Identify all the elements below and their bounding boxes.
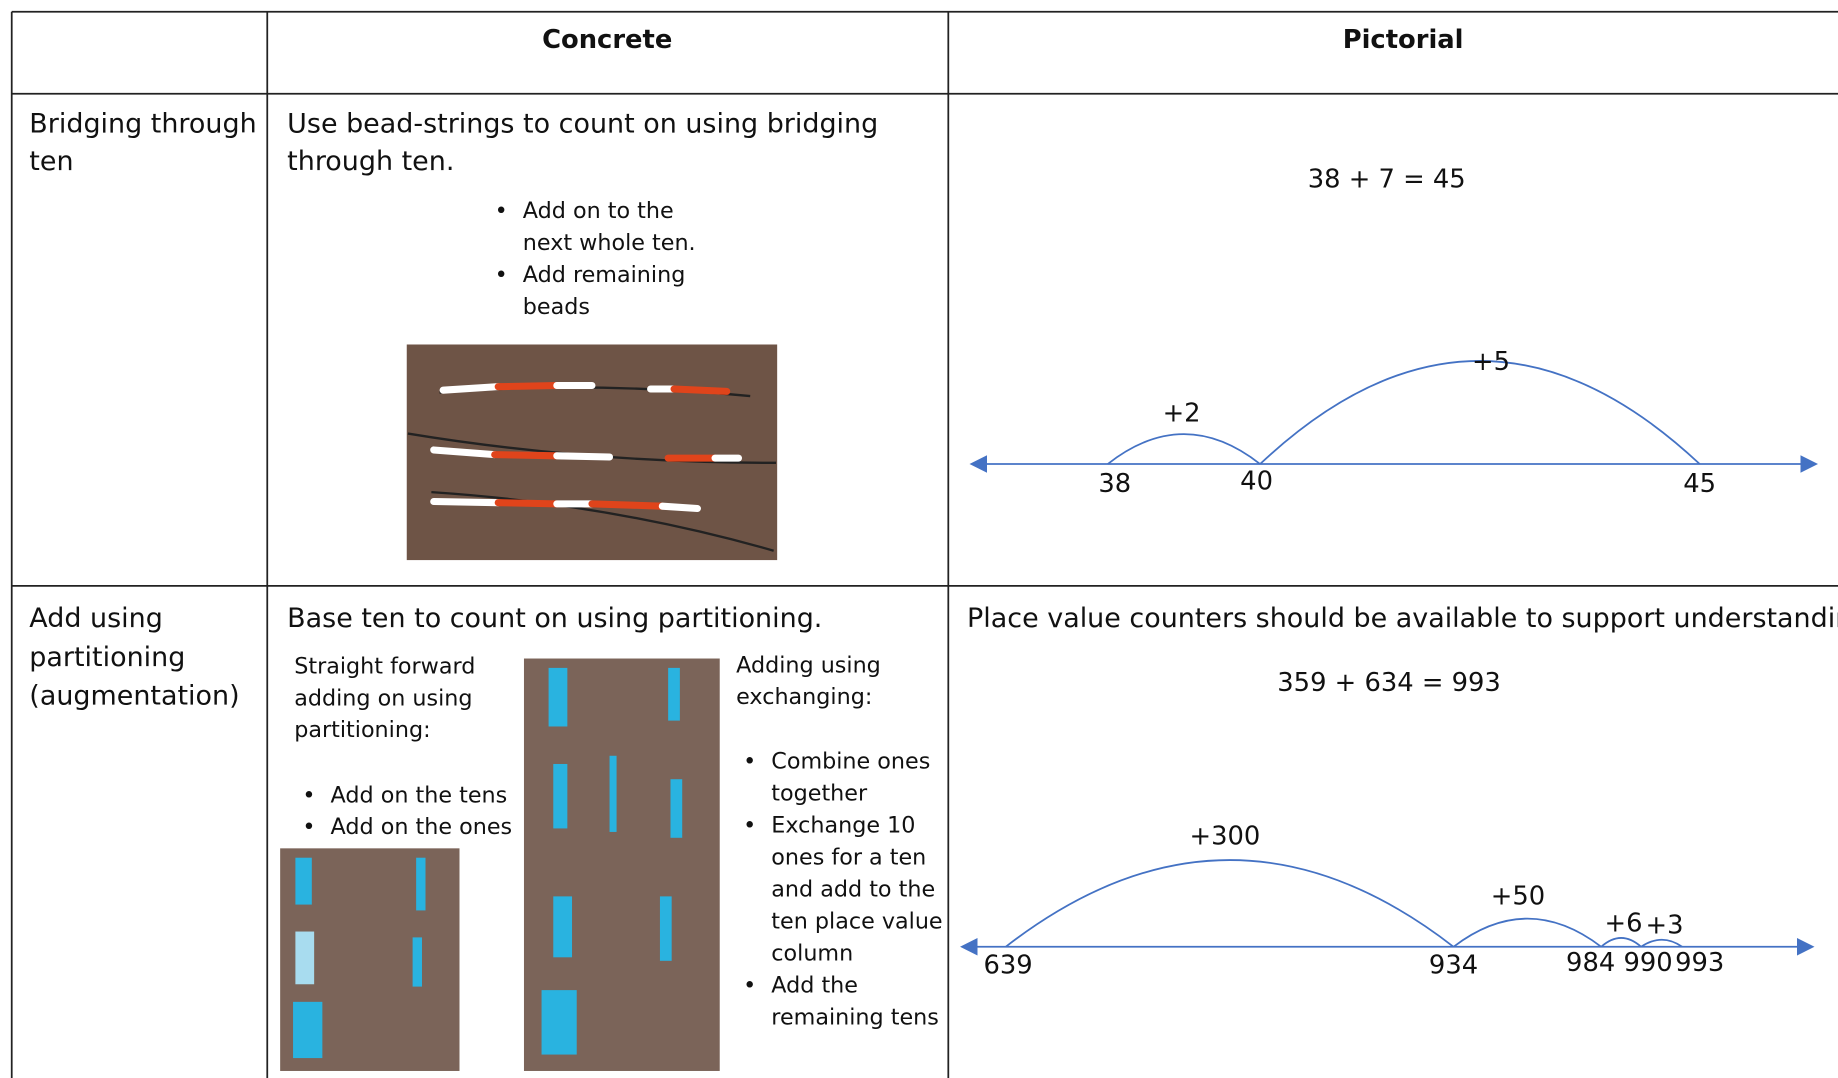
jump-label: +50 bbox=[1491, 881, 1545, 911]
bullet: • bbox=[743, 749, 756, 775]
number-label: 990 bbox=[1624, 948, 1673, 978]
jump-label: +2 bbox=[1163, 399, 1201, 429]
bullet-text: ten place value bbox=[771, 909, 942, 935]
number-label: 984 bbox=[1566, 948, 1615, 978]
bullet: • bbox=[495, 198, 508, 224]
bullet-text: remaining tens bbox=[771, 1005, 939, 1031]
bullet-text: Add on the tens bbox=[331, 783, 508, 809]
pictorial-note: Place value counters should be available… bbox=[967, 603, 1838, 634]
concrete-text: Use bead-strings to count on using bridg… bbox=[287, 109, 878, 140]
jump-label: +5 bbox=[1472, 347, 1510, 377]
number-lines bbox=[964, 361, 1815, 947]
bullet-text: Add on to the bbox=[523, 198, 674, 224]
bullet-text: Exchange 10 bbox=[771, 813, 915, 839]
number-label: 993 bbox=[1675, 948, 1724, 978]
jump-label: +6 bbox=[1604, 908, 1642, 938]
concrete-text: through ten. bbox=[287, 146, 454, 177]
row-label: ten bbox=[29, 146, 73, 177]
row-label: (augmentation) bbox=[29, 681, 239, 712]
equation: 359 + 634 = 993 bbox=[1277, 668, 1501, 698]
note-text: adding on using bbox=[294, 685, 472, 711]
bullet: • bbox=[302, 783, 315, 809]
bullet: • bbox=[743, 813, 756, 839]
bullet-text: Add the bbox=[771, 973, 858, 999]
column-header: Pictorial bbox=[1343, 25, 1464, 55]
bead-photo bbox=[407, 344, 777, 560]
bullet-text: next whole ten. bbox=[523, 230, 696, 256]
document-table: Concrete Pictorial Bridging through ten Use … bbox=[0, 0, 1838, 1078]
bullet-text: Combine ones bbox=[771, 749, 930, 775]
bullet-text: Add on the ones bbox=[331, 814, 513, 840]
column-header: Concrete bbox=[542, 25, 672, 55]
concrete-text: Base ten to count on using partitioning. bbox=[287, 603, 822, 634]
bullet: • bbox=[743, 973, 756, 999]
row-label: partitioning bbox=[29, 642, 185, 673]
bullet: • bbox=[495, 262, 508, 288]
bullet: • bbox=[302, 814, 315, 840]
bullet-text: and add to the bbox=[771, 877, 935, 903]
row-label: Add using bbox=[29, 603, 163, 634]
number-label: 38 bbox=[1098, 469, 1131, 499]
number-label: 45 bbox=[1683, 469, 1716, 499]
number-label: 934 bbox=[1429, 951, 1478, 981]
note-text: Straight forward bbox=[294, 654, 475, 680]
row-label: Bridging through bbox=[29, 109, 256, 140]
number-label: 639 bbox=[983, 951, 1032, 981]
equation: 38 + 7 = 45 bbox=[1308, 164, 1466, 194]
jump-label: +300 bbox=[1190, 822, 1261, 852]
bullet-text: together bbox=[771, 781, 868, 807]
bullet-text: column bbox=[771, 941, 853, 967]
bullet-text: Add remaining bbox=[523, 262, 686, 288]
note-text: exchanging: bbox=[736, 684, 872, 710]
page: Concrete Pictorial Bridging through ten Use … bbox=[0, 0, 1838, 1078]
note-text: Adding using bbox=[736, 653, 881, 679]
jump-label: +3 bbox=[1646, 911, 1684, 941]
number-label: 40 bbox=[1240, 467, 1273, 497]
note-text: partitioning: bbox=[294, 717, 430, 743]
bullet-text: ones for a ten bbox=[771, 845, 926, 871]
bullet-text: beads bbox=[523, 294, 590, 320]
